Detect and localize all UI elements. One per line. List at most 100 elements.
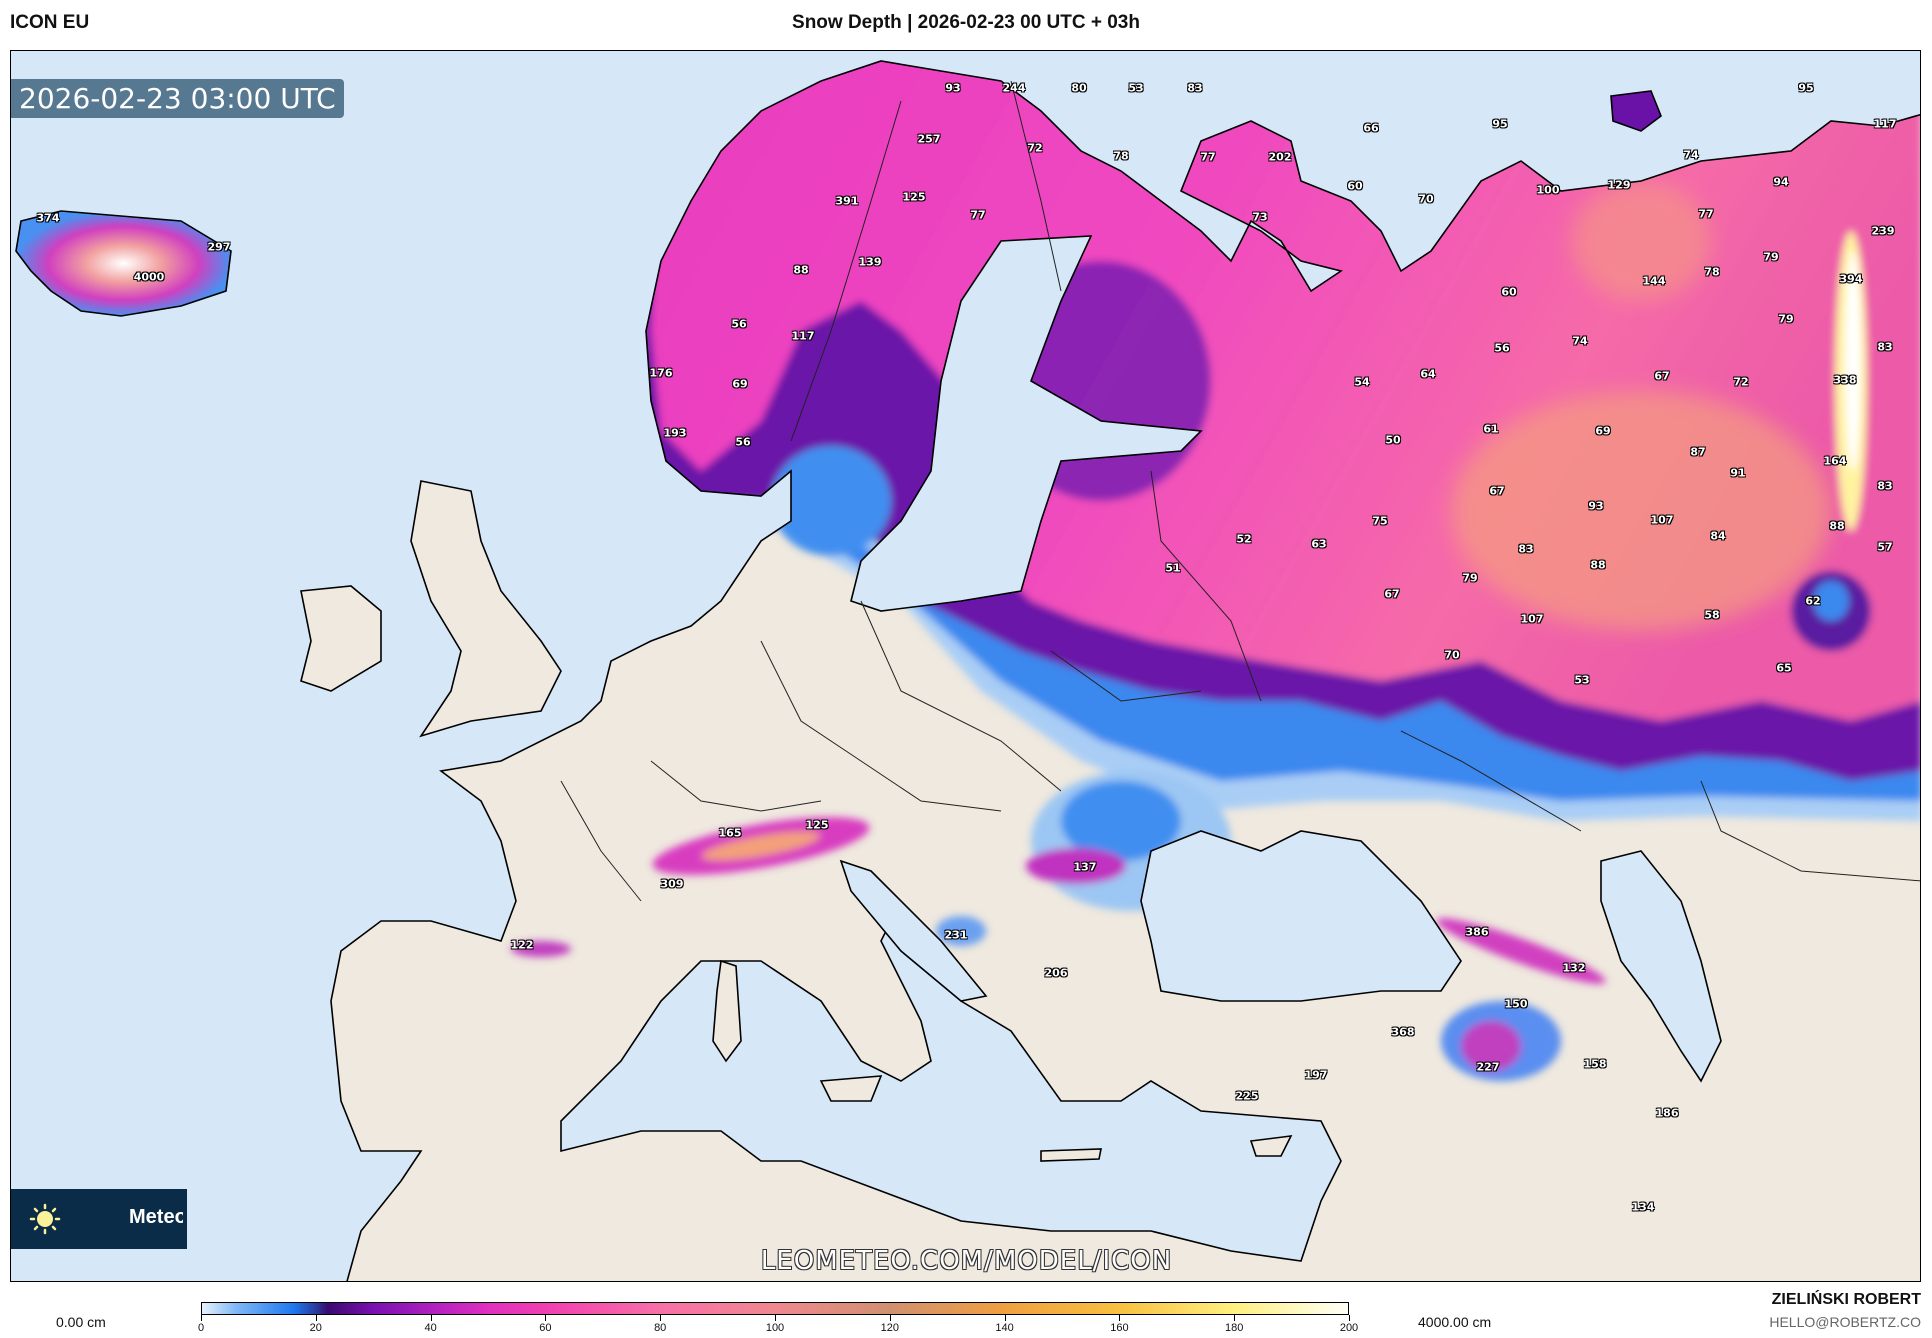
snow-depth-label: 88 [1590, 558, 1606, 572]
snow-depth-label: 137 [1073, 860, 1097, 874]
author-name: ZIELIŃSKI ROBERT [1771, 1291, 1921, 1308]
snow-depth-label: 150 [1504, 997, 1528, 1011]
snow-depth-label: 78 [1113, 149, 1129, 163]
snow-depth-label: 93 [945, 81, 961, 95]
snow-depth-label: 79 [1763, 250, 1779, 264]
chart-title: Snow Depth | 2026-02-23 00 UTC + 03h [792, 12, 1140, 33]
snow-depth-label: 69 [1595, 424, 1611, 438]
snow-depth-label: 394 [1839, 272, 1863, 286]
snow-depth-label: 117 [1873, 117, 1897, 131]
snow-depth-label: 93 [1588, 499, 1604, 513]
snow-depth-label: 144 [1642, 274, 1666, 288]
snow-depth-label: 83 [1877, 479, 1893, 493]
colorbar-tick [775, 1315, 776, 1321]
snow-depth-label: 63 [1311, 537, 1327, 551]
crete [1040, 1148, 1102, 1162]
snow-depth-label: 54 [1354, 375, 1370, 389]
snow-depth-label: 79 [1462, 571, 1478, 585]
snow-depth-label: 60 [1347, 179, 1363, 193]
snow-depth-label: 83 [1518, 542, 1534, 556]
snow-depth-label: 132 [1562, 961, 1586, 975]
snow-depth-label: 65 [1776, 661, 1792, 675]
snow-depth-label: 53 [1128, 81, 1144, 95]
colorbar-tick [1004, 1315, 1006, 1321]
snow-depth-label: 78 [1704, 265, 1720, 279]
colorbar-tick [430, 1315, 432, 1321]
snow-depth-label: 197 [1304, 1068, 1328, 1082]
watermark: LEOMETEO.COM/MODEL/ICON [760, 1246, 1173, 1276]
snow-depth-label: 77 [1200, 150, 1216, 164]
snow-depth-label: 73 [1252, 210, 1268, 224]
snow-depth-label: 53 [1574, 673, 1590, 687]
map-canvas [11, 51, 1920, 1281]
author-email[interactable]: HELLO@ROBERTZ.CO [1769, 1314, 1921, 1330]
snow-depth-label: 56 [735, 435, 751, 449]
logo[interactable]: Meteo [11, 1189, 187, 1249]
snow-depth-label: 69 [732, 377, 748, 391]
colorbar-tick-label: 40 [424, 1322, 437, 1334]
great-britain [410, 480, 562, 738]
snow-depth-label: 244 [1002, 81, 1026, 95]
mediterranean-sea [560, 919, 1342, 1262]
snow-depth-label: 117 [791, 329, 815, 343]
snow-depth-label: 309 [660, 877, 684, 891]
snow-depth-label: 84 [1710, 529, 1726, 543]
atlantic-arctic-ocean [11, 51, 1920, 1281]
snow-depth-map[interactable]: 374 297 4000 93 244 80 53 83 257 72 78 77 202 66 95 95 1… [10, 50, 1921, 1282]
colorbar-tick-label: 20 [309, 1322, 322, 1334]
colorbar-tick-label: 0 [197, 1322, 205, 1334]
snow-depth-label: 79 [1778, 312, 1794, 326]
snow-depth-label: 61 [1483, 422, 1499, 436]
colorbar-tick-label: 60 [539, 1322, 552, 1334]
black-sea [1140, 830, 1462, 1002]
snow-depth-label: 202 [1268, 150, 1292, 164]
novaya-zemlya [1610, 90, 1662, 132]
ireland [300, 585, 382, 692]
snow-depth-label: 95 [1798, 81, 1814, 95]
snow-depth-label: 72 [1733, 375, 1749, 389]
colorbar-tick [1119, 1315, 1121, 1321]
snow-depth-label: 158 [1583, 1057, 1607, 1071]
snow-depth-label: 231 [944, 928, 968, 942]
colorbar-tick [315, 1315, 317, 1321]
colorbar-tick-label: 200 [1339, 1322, 1359, 1334]
snow-depth-label: 225 [1235, 1089, 1259, 1103]
colorbar-tick [201, 1315, 202, 1321]
snow-depth-label: 368 [1391, 1025, 1415, 1039]
colorbar [201, 1302, 1349, 1315]
colorbar-tick-label: 120 [880, 1322, 899, 1334]
snow-depth-label: 374 [36, 211, 60, 225]
snow-depth-label: 50 [1385, 433, 1401, 447]
corsica-sardinia [712, 959, 742, 1063]
colorbar-tick [545, 1315, 547, 1321]
snow-depth-label: 83 [1877, 340, 1893, 354]
logo-text: Meteo [129, 1206, 183, 1228]
snow-depth-label: 186 [1655, 1106, 1679, 1120]
snow-depth-label: 125 [902, 190, 926, 204]
adriatic-sea [839, 859, 988, 1002]
snow-depth-label: 52 [1236, 532, 1252, 546]
snow-depth-label: 227 [1476, 1060, 1500, 1074]
snow-depth-label: 107 [1520, 612, 1544, 626]
snow-depth-label: 257 [917, 132, 941, 146]
valid-time-badge: 2026-02-23 03:00 UTC [11, 79, 344, 118]
colorbar-tick-label: 180 [1225, 1322, 1244, 1334]
cyprus [1249, 1135, 1293, 1157]
iceland [15, 210, 232, 317]
model-name: ICON EU [10, 12, 90, 33]
country-borders [560, 80, 1920, 902]
colorbar-tick [660, 1315, 662, 1321]
snow-depth-label: 139 [858, 255, 882, 269]
snow-depth-label: 125 [805, 818, 829, 832]
caspian-sea [1600, 850, 1722, 1083]
colorbar-tick [1234, 1315, 1236, 1321]
sicily [819, 1075, 883, 1102]
snow-depth-label: 56 [1494, 341, 1510, 355]
islands [15, 90, 1662, 1162]
snow-depth-label: 391 [835, 194, 859, 208]
snow-depth-label: 176 [649, 366, 673, 380]
snow-depth-label: 297 [207, 240, 231, 254]
snow-depth-label: 58 [1704, 608, 1720, 622]
colorbar-tick-label: 160 [1110, 1322, 1129, 1334]
colorbar-tick-label: 140 [995, 1322, 1014, 1334]
